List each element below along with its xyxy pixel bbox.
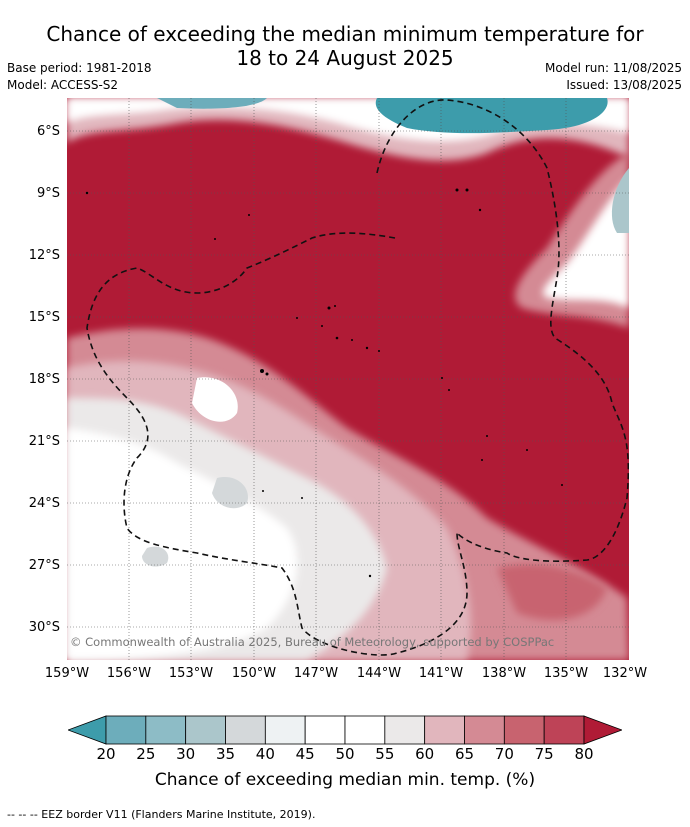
lon-label-159w: 159°W <box>32 666 102 681</box>
colorbar-tick-label: 25 <box>126 745 166 763</box>
colorbar-tick-label: 50 <box>325 745 365 763</box>
title-line-1: Chance of exceeding the median minimum t… <box>0 22 690 46</box>
colorbar-segment <box>504 716 544 744</box>
eez-legend-note: -- -- -- EEZ border V11 (Flanders Marine… <box>7 808 315 821</box>
colorbar-segment <box>226 716 266 744</box>
base-period-label: Base period: 1981-2018 <box>7 60 152 77</box>
colorbar-segment <box>265 716 305 744</box>
lon-label-138w: 138°W <box>469 666 539 681</box>
issued-label: Issued: 13/08/2025 <box>545 77 682 94</box>
colorbar-title: Chance of exceeding median min. temp. (%… <box>0 770 690 790</box>
colorbar-extend-low <box>68 716 106 744</box>
lat-label-24s: 24°S <box>0 496 60 511</box>
lon-label-147w: 147°W <box>281 666 351 681</box>
colorbar-segment <box>186 716 226 744</box>
colorbar-tick-label: 75 <box>524 745 564 763</box>
colorbar <box>68 714 622 746</box>
colorbar-tick-label: 80 <box>564 745 604 763</box>
probability-map: © Commonwealth of Australia 2025, Bureau… <box>67 98 629 660</box>
colorbar-segment <box>425 716 465 744</box>
lat-label-18s: 18°S <box>0 372 60 387</box>
lat-label-30s: 30°S <box>0 620 60 635</box>
lat-label-27s: 27°S <box>0 558 60 573</box>
colorbar-tick-label: 60 <box>405 745 445 763</box>
lon-label-156w: 156°W <box>94 666 164 681</box>
metadata-right: Model run: 11/08/2025 Issued: 13/08/2025 <box>545 60 682 94</box>
colorbar-segment <box>345 716 385 744</box>
colorbar-tick-label: 40 <box>245 745 285 763</box>
colorbar-tick-label: 20 <box>86 745 126 763</box>
lat-label-15s: 15°S <box>0 310 60 325</box>
colorbar-segment <box>544 716 584 744</box>
colorbar-segment <box>106 716 146 744</box>
lat-label-6s: 6°S <box>0 124 60 139</box>
lat-label-21s: 21°S <box>0 434 60 449</box>
lon-label-141w: 141°W <box>406 666 476 681</box>
colorbar-tick-label: 30 <box>166 745 206 763</box>
colorbar-segment <box>465 716 505 744</box>
model-run-label: Model run: 11/08/2025 <box>545 60 682 77</box>
colorbar-extend-high <box>584 716 622 744</box>
colorbar-tick-label: 45 <box>285 745 325 763</box>
lon-label-153w: 153°W <box>156 666 226 681</box>
lat-label-9s: 9°S <box>0 186 60 201</box>
lon-label-150w: 150°W <box>219 666 289 681</box>
colorbar-tick-label: 55 <box>365 745 405 763</box>
model-label: Model: ACCESS-S2 <box>7 77 152 94</box>
copyright-notice: © Commonwealth of Australia 2025, Bureau… <box>70 635 554 649</box>
lon-label-132w: 132°W <box>590 666 660 681</box>
colorbar-segment <box>385 716 425 744</box>
lat-label-12s: 12°S <box>0 248 60 263</box>
metadata-left: Base period: 1981-2018 Model: ACCESS-S2 <box>7 60 152 94</box>
lon-label-144w: 144°W <box>344 666 414 681</box>
colorbar-segment <box>146 716 186 744</box>
colorbar-tick-label: 70 <box>484 745 524 763</box>
colorbar-tick-label: 65 <box>445 745 485 763</box>
colorbar-tick-label: 35 <box>206 745 246 763</box>
colorbar-segment <box>305 716 345 744</box>
